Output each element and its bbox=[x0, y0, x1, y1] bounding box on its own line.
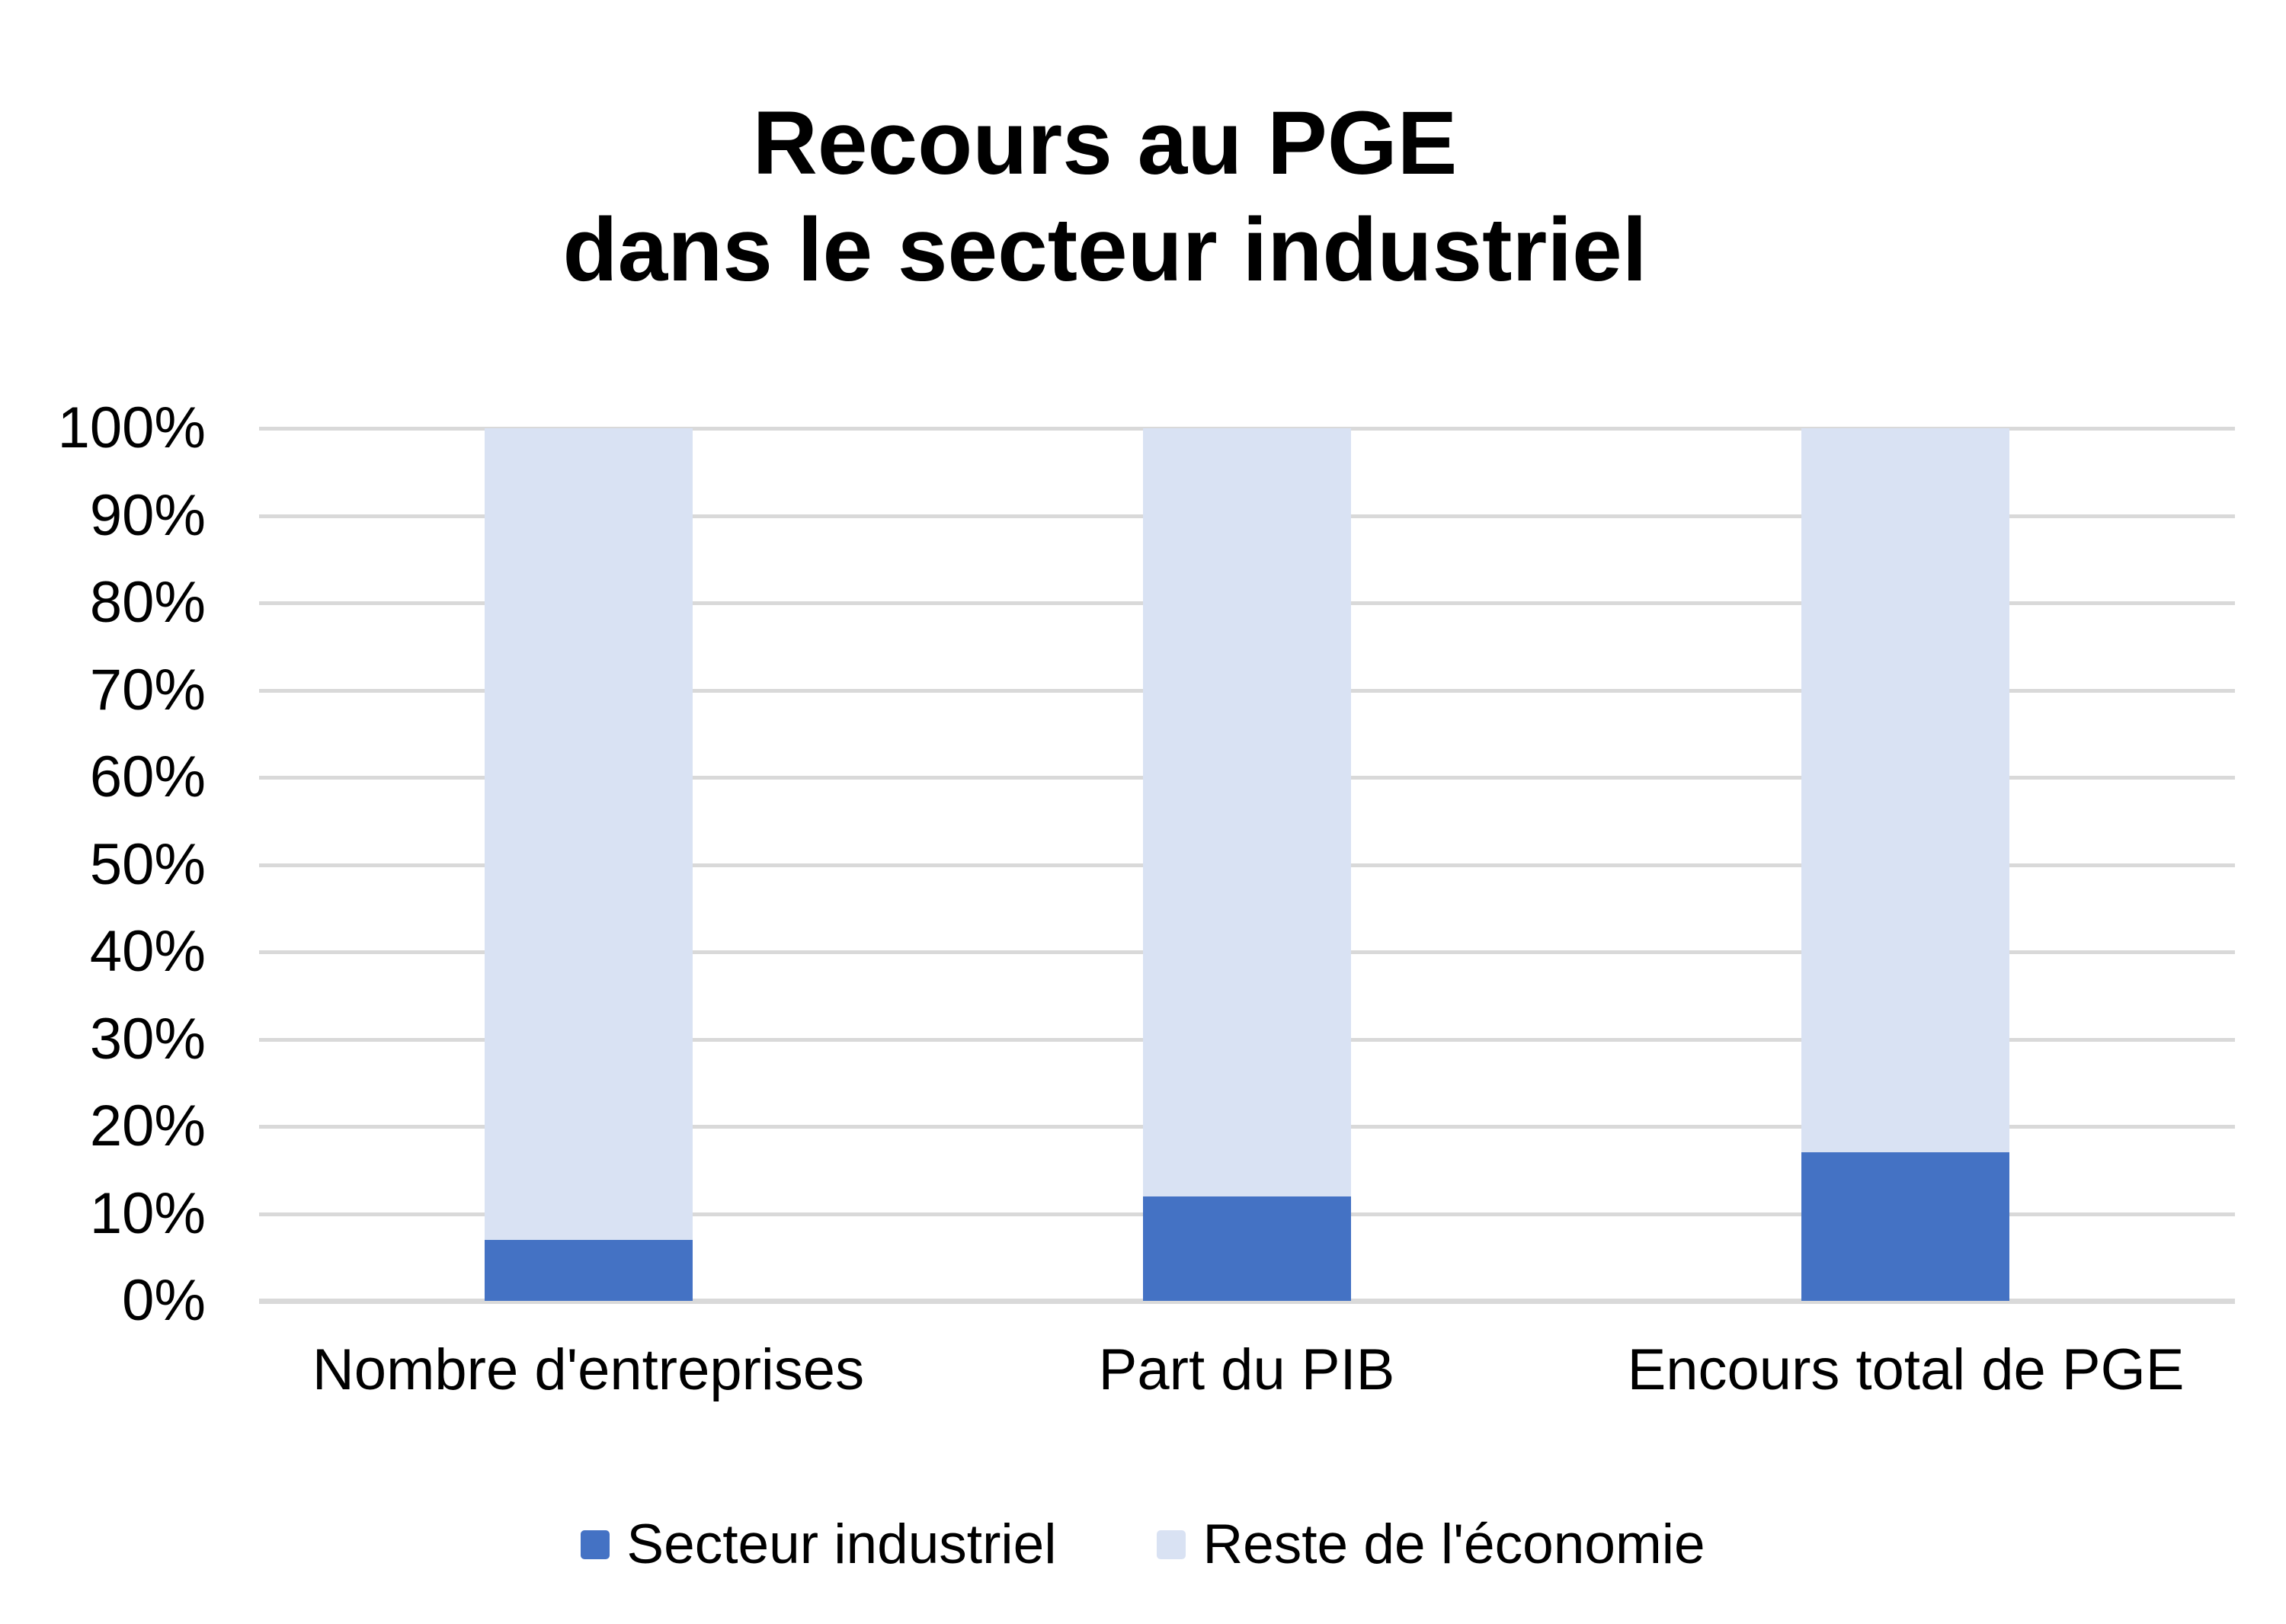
chart-title: Recours au PGE dans le secteur industrie… bbox=[0, 90, 2210, 303]
legend-label: Secteur industriel bbox=[626, 1513, 1057, 1575]
x-category-label: Encours total de PGE bbox=[1627, 1337, 2185, 1402]
x-category-label: Nombre d'entreprises bbox=[312, 1337, 865, 1402]
legend-item-secteur-industriel: Secteur industriel bbox=[581, 1513, 1056, 1577]
bar-part-du-pib-reste-de-l-economie bbox=[1143, 428, 1351, 1196]
chart-title-line1: Recours au PGE bbox=[752, 93, 1458, 194]
legend-label: Reste de l'économie bbox=[1202, 1513, 1705, 1575]
y-tick-0: 0% bbox=[122, 1268, 206, 1333]
y-tick-40: 40% bbox=[89, 919, 206, 984]
bar-part-du-pib-secteur-industriel bbox=[1143, 1196, 1351, 1301]
bar-encours-total-de-pge-reste-de-l-economie bbox=[1801, 428, 2010, 1153]
x-axis-line bbox=[259, 1299, 2235, 1304]
chart-title-line2: dans le secteur industriel bbox=[562, 200, 1647, 300]
plot-area bbox=[259, 427, 2235, 1304]
y-tick-20: 20% bbox=[89, 1094, 206, 1158]
legend-swatch-secteur-industriel bbox=[581, 1530, 610, 1559]
bar-nombre-d-entreprises-secteur-industriel bbox=[484, 1239, 693, 1301]
legend: Secteur industriel Reste de l'économie bbox=[0, 1513, 2286, 1577]
bar-nombre-d-entreprises-reste-de-l-economie bbox=[484, 428, 693, 1240]
y-tick-100: 100% bbox=[57, 396, 206, 460]
legend-item-reste-de-l-economie: Reste de l'économie bbox=[1157, 1513, 1705, 1577]
y-tick-80: 80% bbox=[89, 570, 206, 635]
x-category-label: Part du PIB bbox=[1098, 1337, 1395, 1402]
y-tick-60: 60% bbox=[89, 745, 206, 809]
y-tick-10: 10% bbox=[89, 1180, 206, 1246]
y-tick-50: 50% bbox=[89, 831, 206, 897]
legend-swatch-reste-de-l-economie bbox=[1157, 1530, 1186, 1559]
y-tick-90: 90% bbox=[89, 482, 206, 548]
bar-encours-total-de-pge-secteur-industriel bbox=[1801, 1152, 2010, 1301]
y-tick-30: 30% bbox=[89, 1006, 206, 1071]
y-tick-70: 70% bbox=[89, 657, 206, 722]
